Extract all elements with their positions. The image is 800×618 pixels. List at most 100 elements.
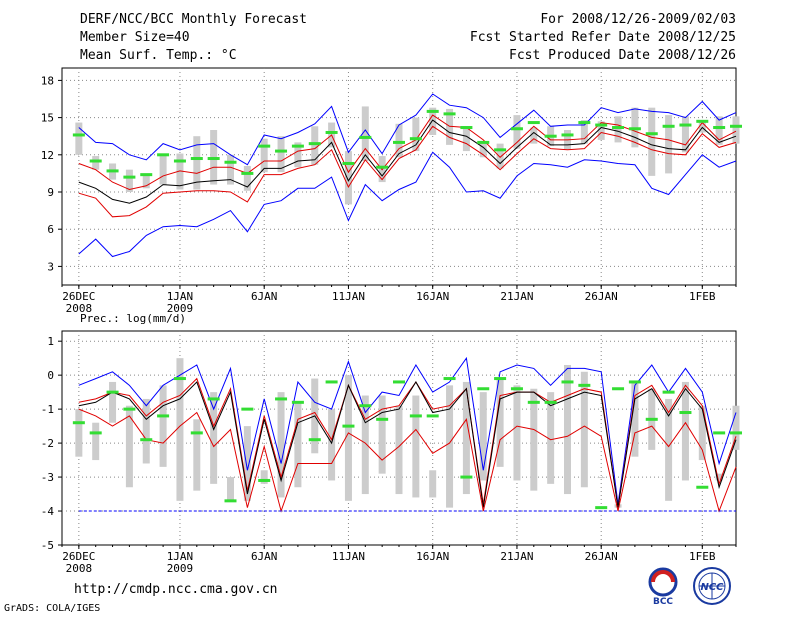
- prec-box: [681, 381, 689, 481]
- variable-label: Mean Surf. Temp.: °C: [80, 48, 237, 63]
- prec-box: [344, 375, 352, 501]
- prec-median-mark: [494, 377, 507, 381]
- prec-xtick-label: 21JAN: [500, 550, 533, 563]
- temp-xtick-year: 2008: [66, 302, 93, 315]
- temp-median-mark: [224, 160, 237, 164]
- ncc-logo: NCC: [690, 566, 736, 606]
- temp-median-mark: [275, 149, 288, 153]
- temp-median-mark: [325, 130, 338, 134]
- temp-box: [395, 123, 403, 158]
- temp-median-mark: [409, 137, 422, 141]
- source-url[interactable]: http://cmdp.ncc.cma.gov.cn: [74, 582, 278, 597]
- prec-ytick-label: -5: [41, 539, 54, 552]
- prec-box: [361, 395, 369, 495]
- prec-box: [243, 426, 251, 501]
- prec-box: [142, 398, 150, 464]
- temp-median-mark: [106, 169, 119, 173]
- temp-box: [715, 116, 723, 145]
- temp-box: [479, 141, 487, 158]
- temp-median-mark: [612, 126, 625, 130]
- prec-ytick-label: -3: [41, 471, 54, 484]
- prec-median-mark: [510, 387, 523, 391]
- temp-box: [92, 156, 100, 170]
- prec-ytick-label: -4: [41, 505, 55, 518]
- temp-median-mark: [510, 127, 523, 131]
- prec-median-mark: [426, 414, 439, 418]
- prec-box: [378, 395, 386, 474]
- prec-xtick-label: 6JAN: [251, 550, 278, 563]
- temp-series-lower: [78, 125, 737, 218]
- temp-median-mark: [730, 124, 742, 128]
- temp-box: [580, 120, 588, 144]
- prec-median-mark: [544, 400, 557, 404]
- temp-median-mark: [645, 132, 658, 136]
- prec-xtick-year: 2008: [66, 562, 93, 575]
- prec-box: [547, 392, 555, 484]
- prec-median-mark: [645, 417, 658, 421]
- prec-box: [580, 371, 588, 488]
- temp-median-mark: [359, 135, 372, 139]
- temp-series-min: [78, 151, 737, 258]
- prec-box: [597, 477, 605, 479]
- prec-box: [92, 422, 100, 461]
- temp-box: [125, 169, 133, 192]
- prec-median-mark: [207, 397, 220, 401]
- prec-xtick-label: 26JAN: [585, 550, 618, 563]
- temp-median-mark: [544, 134, 557, 138]
- prec-box: [698, 405, 706, 461]
- temp-median-mark: [157, 153, 170, 157]
- chart-title: DERF/NCC/BCC Monthly Forecast: [80, 12, 307, 27]
- prec-panel-title: Prec.: log(mm/d): [80, 312, 186, 325]
- prec-median-mark: [662, 390, 675, 394]
- prec-median-mark: [89, 431, 102, 435]
- temp-median-mark: [140, 173, 153, 177]
- temp-median-mark: [308, 142, 321, 146]
- temp-ytick-label: 15: [41, 112, 54, 125]
- prec-box: [125, 405, 133, 488]
- temp-box: [614, 116, 622, 143]
- temp-box: [412, 117, 420, 152]
- temp-median-mark: [477, 140, 490, 144]
- prec-median-mark: [157, 414, 170, 418]
- prec-median-mark: [106, 390, 119, 394]
- temp-box: [75, 122, 83, 155]
- prec-xtick-year: 2009: [167, 562, 194, 575]
- prec-box: [429, 470, 437, 498]
- prec-median-mark: [730, 431, 742, 435]
- temp-median-mark: [628, 127, 641, 131]
- prec-median-mark: [275, 397, 288, 401]
- prec-median-mark: [561, 380, 574, 384]
- temp-ytick-label: 12: [41, 149, 54, 162]
- temp-box: [446, 108, 454, 145]
- produced-date: Fcst Produced Date 2008/12/26: [509, 48, 736, 63]
- temp-xtick-label: 21JAN: [500, 290, 533, 303]
- temp-box: [294, 142, 302, 168]
- prec-median-mark: [241, 407, 254, 411]
- prec-ytick-label: -1: [41, 403, 54, 416]
- prec-series-lower: [78, 408, 737, 513]
- temp-median-mark: [89, 159, 102, 163]
- temp-box: [277, 136, 285, 173]
- temp-xtick-label: 1JAN: [167, 290, 194, 303]
- prec-series-max: [78, 356, 737, 505]
- temp-median-mark: [241, 171, 254, 175]
- temp-box: [681, 116, 689, 153]
- prec-box: [328, 409, 336, 481]
- temp-box: [361, 106, 369, 161]
- prec-box: [193, 419, 201, 491]
- prec-xtick-label: 11JAN: [332, 550, 365, 563]
- temp-series-max: [78, 93, 737, 166]
- temp-box: [243, 165, 251, 191]
- prec-series-mean: [78, 381, 737, 508]
- prec-median-mark: [477, 387, 490, 391]
- prec-box: [176, 358, 184, 501]
- temp-xtick-year: 2009: [167, 302, 194, 315]
- prec-box: [462, 381, 470, 495]
- temp-median-mark: [291, 144, 304, 148]
- temp-box: [462, 126, 470, 152]
- temp-median-mark: [72, 133, 85, 137]
- temp-ytick-label: 18: [41, 74, 54, 87]
- temp-xtick-label: 26JAN: [585, 290, 618, 303]
